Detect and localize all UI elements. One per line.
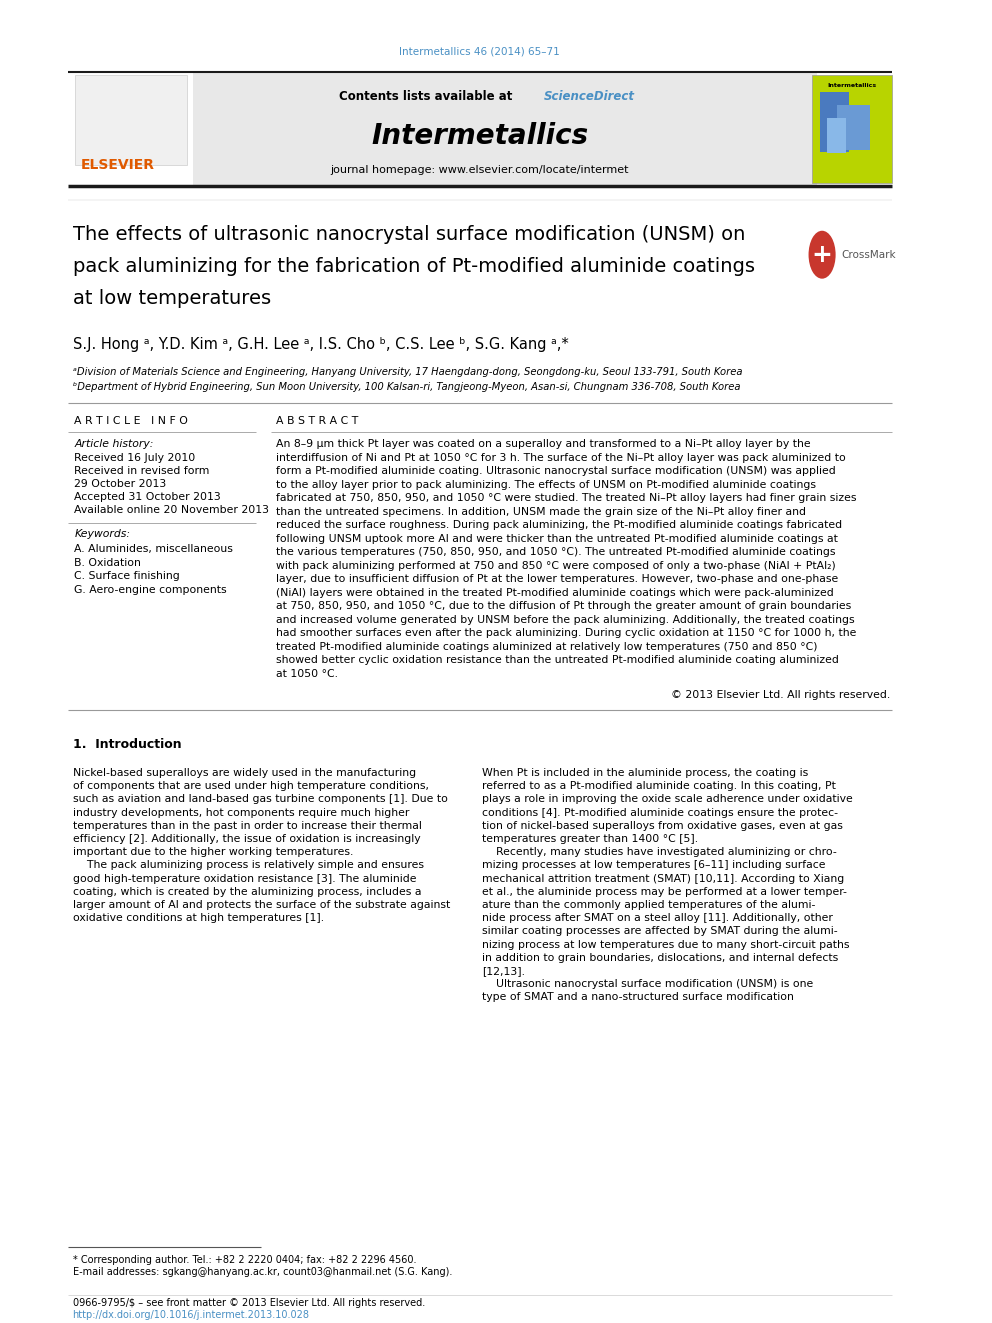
- Bar: [188, 71, 817, 185]
- Text: nizing process at low temperatures due to many short-circuit paths: nizing process at low temperatures due t…: [482, 939, 849, 950]
- Text: A B S T R A C T: A B S T R A C T: [276, 415, 358, 426]
- Text: similar coating processes are affected by SMAT during the alumi-: similar coating processes are affected b…: [482, 926, 837, 937]
- Text: reduced the surface roughness. During pack aluminizing, the Pt-modified aluminid: reduced the surface roughness. During pa…: [276, 520, 842, 531]
- Text: oxidative conditions at high temperatures [1].: oxidative conditions at high temperature…: [72, 913, 323, 923]
- Text: mizing processes at low temperatures [6–11] including surface: mizing processes at low temperatures [6–…: [482, 860, 825, 871]
- Text: the various temperatures (750, 850, 950, and 1050 °C). The untreated Pt-modified: the various temperatures (750, 850, 950,…: [276, 548, 835, 557]
- Text: E-mail addresses: sgkang@hanyang.ac.kr, count03@hanmail.net (S.G. Kang).: E-mail addresses: sgkang@hanyang.ac.kr, …: [72, 1266, 452, 1277]
- Text: form a Pt-modified aluminide coating. Ultrasonic nanocrystal surface modificatio: form a Pt-modified aluminide coating. Ul…: [276, 467, 835, 476]
- Text: ELSEVIER: ELSEVIER: [80, 157, 155, 172]
- Text: pack aluminizing for the fabrication of Pt-modified aluminide coatings: pack aluminizing for the fabrication of …: [72, 257, 755, 275]
- Text: conditions [4]. Pt-modified aluminide coatings ensure the protec-: conditions [4]. Pt-modified aluminide co…: [482, 807, 837, 818]
- Text: Recently, many studies have investigated aluminizing or chro-: Recently, many studies have investigated…: [482, 847, 836, 857]
- Text: tion of nickel-based superalloys from oxidative gases, even at gas: tion of nickel-based superalloys from ox…: [482, 820, 842, 831]
- Bar: [820, 91, 849, 152]
- Text: to the alloy layer prior to pack aluminizing. The effects of UNSM on Pt-modified: to the alloy layer prior to pack alumini…: [276, 480, 815, 490]
- Text: at 1050 °C.: at 1050 °C.: [276, 668, 337, 679]
- Text: When Pt is included in the aluminide process, the coating is: When Pt is included in the aluminide pro…: [482, 769, 807, 778]
- Text: interdiffusion of Ni and Pt at 1050 °C for 3 h. The surface of the Ni–Pt alloy l: interdiffusion of Ni and Pt at 1050 °C f…: [276, 452, 845, 463]
- Text: following UNSM uptook more Al and were thicker than the untreated Pt-modified al: following UNSM uptook more Al and were t…: [276, 534, 837, 544]
- Text: 29 October 2013: 29 October 2013: [74, 479, 167, 490]
- Text: et al., the aluminide process may be performed at a lower temper-: et al., the aluminide process may be per…: [482, 886, 846, 897]
- Text: Accepted 31 October 2013: Accepted 31 October 2013: [74, 492, 221, 503]
- Text: ᵇDepartment of Hybrid Engineering, Sun Moon University, 100 Kalsan-ri, Tangjeong: ᵇDepartment of Hybrid Engineering, Sun M…: [72, 381, 740, 392]
- Text: nide process after SMAT on a steel alloy [11]. Additionally, other: nide process after SMAT on a steel alloy…: [482, 913, 832, 923]
- Text: at 750, 850, 950, and 1050 °C, due to the diffusion of Pt through the greater am: at 750, 850, 950, and 1050 °C, due to th…: [276, 602, 851, 611]
- Bar: [836, 105, 870, 149]
- Bar: [67, 71, 193, 185]
- Text: Nickel-based superalloys are widely used in the manufacturing: Nickel-based superalloys are widely used…: [72, 769, 416, 778]
- Text: journal homepage: www.elsevier.com/locate/intermet: journal homepage: www.elsevier.com/locat…: [330, 165, 629, 175]
- Text: layer, due to insufficient diffusion of Pt at the lower temperatures. However, t: layer, due to insufficient diffusion of …: [276, 574, 838, 585]
- Text: such as aviation and land-based gas turbine components [1]. Due to: such as aviation and land-based gas turb…: [72, 795, 447, 804]
- Text: 1.  Introduction: 1. Introduction: [72, 738, 182, 751]
- Text: than the untreated specimens. In addition, UNSM made the grain size of the Ni–Pt: than the untreated specimens. In additio…: [276, 507, 806, 517]
- Text: larger amount of Al and protects the surface of the substrate against: larger amount of Al and protects the sur…: [72, 900, 449, 910]
- Text: with pack aluminizing performed at 750 and 850 °C were composed of only a two-ph: with pack aluminizing performed at 750 a…: [276, 561, 835, 570]
- Text: treated Pt-modified aluminide coatings aluminized at relatively low temperatures: treated Pt-modified aluminide coatings a…: [276, 642, 817, 652]
- Text: An 8–9 μm thick Pt layer was coated on a superalloy and transformed to a Ni–Pt a: An 8–9 μm thick Pt layer was coated on a…: [276, 439, 810, 450]
- Text: efficiency [2]. Additionally, the issue of oxidation is increasingly: efficiency [2]. Additionally, the issue …: [72, 833, 421, 844]
- Text: coating, which is created by the aluminizing process, includes a: coating, which is created by the alumini…: [72, 886, 421, 897]
- Text: type of SMAT and a nano-structured surface modification: type of SMAT and a nano-structured surfa…: [482, 992, 794, 1003]
- Text: Keywords:: Keywords:: [74, 529, 131, 540]
- Text: at low temperatures: at low temperatures: [72, 288, 271, 308]
- Bar: [827, 118, 846, 153]
- Text: S.J. Hong ᵃ, Y.D. Kim ᵃ, G.H. Lee ᵃ, I.S. Cho ᵇ, C.S. Lee ᵇ, S.G. Kang ᵃ,*: S.J. Hong ᵃ, Y.D. Kim ᵃ, G.H. Lee ᵃ, I.S…: [72, 336, 568, 352]
- Text: and increased volume generated by UNSM before the pack aluminizing. Additionally: and increased volume generated by UNSM b…: [276, 615, 854, 624]
- Text: temperatures greater than 1400 °C [5].: temperatures greater than 1400 °C [5].: [482, 833, 697, 844]
- Text: showed better cyclic oxidation resistance than the untreated Pt-modified alumini: showed better cyclic oxidation resistanc…: [276, 655, 838, 665]
- Text: ᵃDivision of Materials Science and Engineering, Hanyang University, 17 Haengdang: ᵃDivision of Materials Science and Engin…: [72, 366, 742, 377]
- Text: in addition to grain boundaries, dislocations, and internal defects: in addition to grain boundaries, disloca…: [482, 953, 838, 963]
- Text: Intermetallics: Intermetallics: [827, 83, 877, 87]
- Text: Article history:: Article history:: [74, 439, 154, 450]
- Text: (NiAl) layers were obtained in the treated Pt-modified aluminide coatings which : (NiAl) layers were obtained in the treat…: [276, 587, 833, 598]
- Text: CrossMark: CrossMark: [841, 250, 896, 259]
- Text: 0966-9795/$ – see front matter © 2013 Elsevier Ltd. All rights reserved.: 0966-9795/$ – see front matter © 2013 El…: [72, 1298, 425, 1308]
- Text: Received in revised form: Received in revised form: [74, 467, 210, 476]
- Text: temperatures than in the past in order to increase their thermal: temperatures than in the past in order t…: [72, 820, 422, 831]
- Text: ature than the commonly applied temperatures of the alumi-: ature than the commonly applied temperat…: [482, 900, 815, 910]
- Bar: [812, 75, 892, 183]
- Text: Received 16 July 2010: Received 16 July 2010: [74, 454, 195, 463]
- Text: plays a role in improving the oxide scale adherence under oxidative: plays a role in improving the oxide scal…: [482, 795, 852, 804]
- Text: good high-temperature oxidation resistance [3]. The aluminide: good high-temperature oxidation resistan…: [72, 873, 416, 884]
- Text: important due to the higher working temperatures.: important due to the higher working temp…: [72, 847, 353, 857]
- Text: * Corresponding author. Tel.: +82 2 2220 0404; fax: +82 2 2296 4560.: * Corresponding author. Tel.: +82 2 2220…: [72, 1254, 416, 1265]
- Text: +: +: [811, 242, 832, 267]
- Text: referred to as a Pt-modified aluminide coating. In this coating, Pt: referred to as a Pt-modified aluminide c…: [482, 782, 835, 791]
- Text: had smoother surfaces even after the pack aluminizing. During cyclic oxidation a: had smoother surfaces even after the pac…: [276, 628, 856, 638]
- Text: Intermetallics: Intermetallics: [371, 122, 588, 149]
- Ellipse shape: [808, 230, 835, 279]
- Text: Available online 20 November 2013: Available online 20 November 2013: [74, 505, 270, 516]
- Text: B. Oxidation: B. Oxidation: [74, 558, 141, 568]
- Text: mechanical attrition treatment (SMAT) [10,11]. According to Xiang: mechanical attrition treatment (SMAT) [1…: [482, 873, 844, 884]
- Text: Intermetallics 46 (2014) 65–71: Intermetallics 46 (2014) 65–71: [400, 46, 560, 57]
- Text: industry developments, hot components require much higher: industry developments, hot components re…: [72, 807, 409, 818]
- Text: Ultrasonic nanocrystal surface modification (UNSM) is one: Ultrasonic nanocrystal surface modificat…: [482, 979, 812, 990]
- Text: fabricated at 750, 850, 950, and 1050 °C were studied. The treated Ni–Pt alloy l: fabricated at 750, 850, 950, and 1050 °C…: [276, 493, 856, 504]
- Text: © 2013 Elsevier Ltd. All rights reserved.: © 2013 Elsevier Ltd. All rights reserved…: [671, 691, 890, 700]
- Text: A. Aluminides, miscellaneous: A. Aluminides, miscellaneous: [74, 544, 233, 554]
- Text: The pack aluminizing process is relatively simple and ensures: The pack aluminizing process is relative…: [72, 860, 424, 871]
- Bar: [75, 75, 186, 165]
- Text: C. Surface finishing: C. Surface finishing: [74, 572, 181, 581]
- Text: Contents lists available at: Contents lists available at: [338, 90, 516, 103]
- Text: A R T I C L E   I N F O: A R T I C L E I N F O: [74, 415, 188, 426]
- Text: ScienceDirect: ScienceDirect: [544, 90, 635, 103]
- Text: of components that are used under high temperature conditions,: of components that are used under high t…: [72, 782, 429, 791]
- Text: G. Aero-engine components: G. Aero-engine components: [74, 585, 227, 595]
- Text: [12,13].: [12,13].: [482, 966, 525, 976]
- Text: The effects of ultrasonic nanocrystal surface modification (UNSM) on: The effects of ultrasonic nanocrystal su…: [72, 225, 745, 243]
- Text: http://dx.doi.org/10.1016/j.intermet.2013.10.028: http://dx.doi.org/10.1016/j.intermet.201…: [72, 1311, 310, 1320]
